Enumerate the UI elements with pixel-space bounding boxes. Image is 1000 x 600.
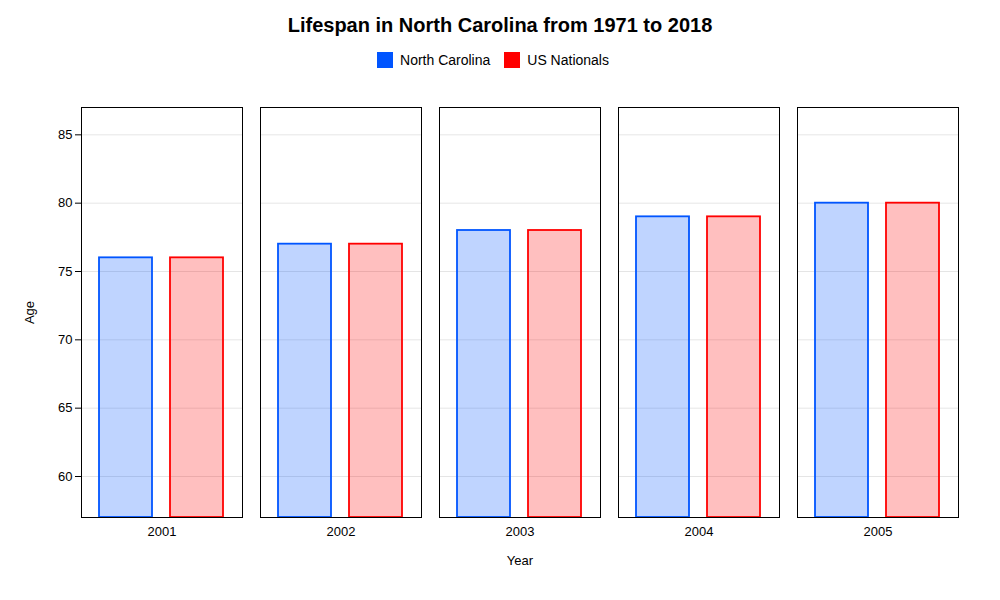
- svg-text:2002: 2002: [327, 524, 356, 539]
- svg-text:60: 60: [58, 469, 72, 484]
- svg-text:2001: 2001: [148, 524, 177, 539]
- svg-text:85: 85: [58, 127, 72, 142]
- svg-text:Year: Year: [507, 553, 534, 568]
- svg-text:75: 75: [58, 264, 72, 279]
- html-text:Lifespan in North Carolina fro: Lifespan in North Carolina from 1971 to …: [287, 14, 713, 36]
- svg-text:2004: 2004: [685, 524, 714, 539]
- svg-text:2003: 2003: [506, 524, 535, 539]
- svg-text:80: 80: [58, 195, 72, 210]
- svg-text:Age: Age: [22, 301, 37, 324]
- html-text:US Nationals: US Nationals: [527, 51, 609, 68]
- svg-text:70: 70: [58, 332, 72, 347]
- svg-text:65: 65: [58, 400, 72, 415]
- html-text:North Carolina: North Carolina: [400, 51, 491, 68]
- svg-text:2005: 2005: [864, 524, 893, 539]
